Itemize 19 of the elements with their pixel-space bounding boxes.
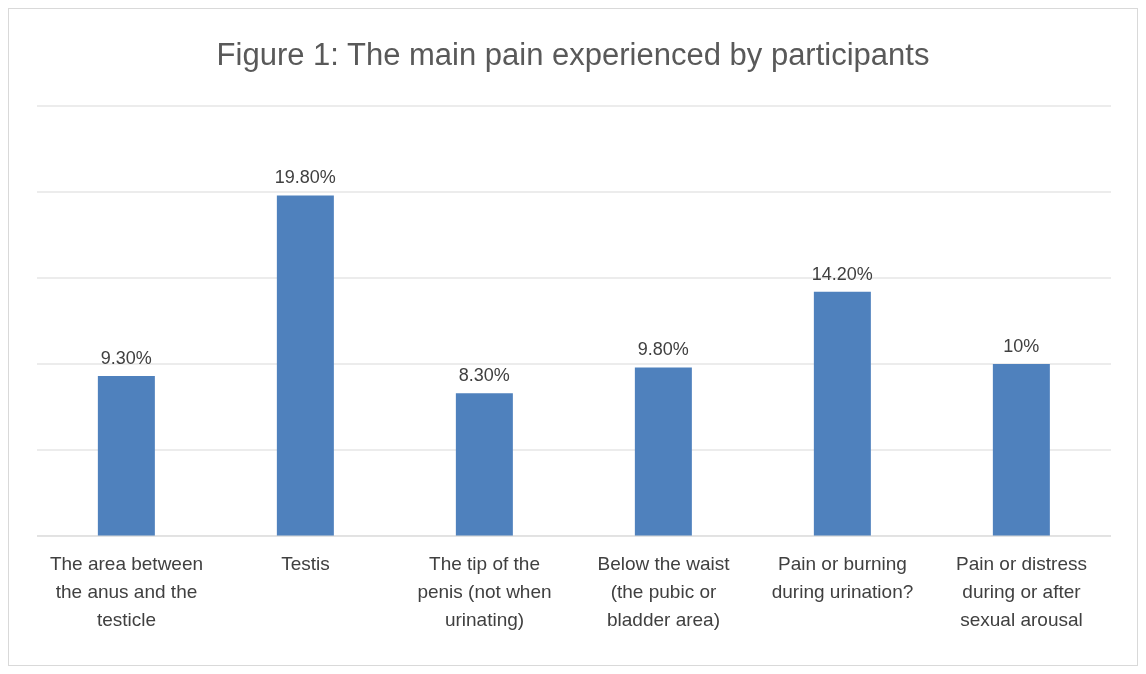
data-label: 9.80% <box>637 339 689 360</box>
bar <box>634 367 692 536</box>
x-tick-label: Pain or distress during or after sexual arousal <box>956 553 1087 630</box>
x-tick-label: The area between the anus and the testicle <box>49 553 204 630</box>
x-tick-label: Pain or burning during urination? <box>771 553 914 602</box>
data-label: 10% <box>1003 336 1040 356</box>
bar <box>813 291 871 536</box>
data-label: 19.80% <box>274 167 336 188</box>
data-label: 14.20% <box>811 263 873 284</box>
data-label: 9.30% <box>100 348 152 369</box>
bar <box>992 364 1050 536</box>
bar <box>455 393 513 536</box>
x-tick-label: Below the waist (the pubic or bladder area) <box>597 553 731 630</box>
x-tick-label: The tip of the penis (not when urinating) <box>417 553 552 630</box>
bar <box>97 376 155 536</box>
chart-title: Figure 1: The main pain experienced by participants <box>215 37 931 73</box>
bar <box>276 195 334 536</box>
x-tick-label: Testis <box>281 553 330 574</box>
data-label: 8.30% <box>458 365 510 386</box>
